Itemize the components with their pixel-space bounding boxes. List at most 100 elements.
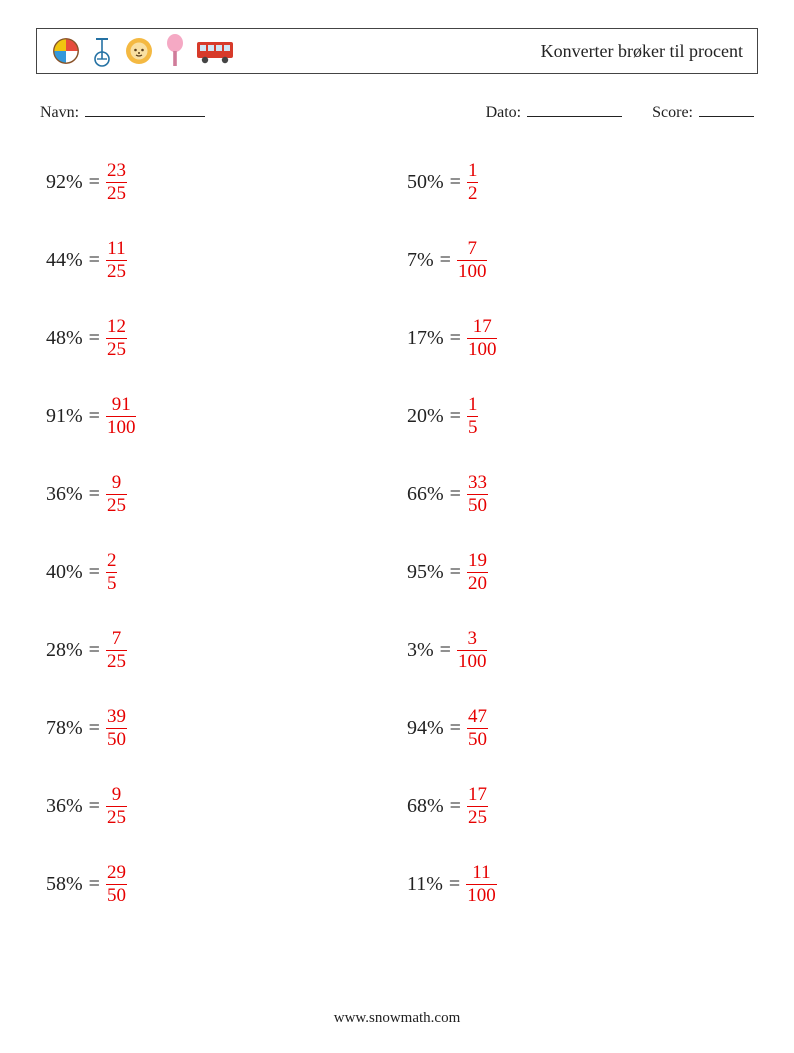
fraction-numerator: 19 (467, 551, 488, 571)
percent-value: 44% (46, 249, 83, 272)
fraction-numerator: 29 (106, 863, 127, 883)
equals-sign: = (450, 327, 461, 350)
fraction-denominator: 100 (467, 340, 498, 360)
fraction-answer: 12 (467, 161, 479, 204)
fraction-denominator: 2 (467, 184, 479, 204)
cotton-candy-icon (163, 33, 187, 69)
fraction-denominator: 25 (106, 184, 127, 204)
fraction-denominator: 100 (106, 418, 137, 438)
name-label: Navn: (40, 104, 79, 122)
date-label: Dato: (486, 104, 522, 122)
percent-value: 3% (407, 639, 434, 662)
percent-value: 66% (407, 483, 444, 506)
percent-value: 20% (407, 405, 444, 428)
fraction-denominator: 25 (106, 496, 127, 516)
date-blank[interactable] (527, 102, 622, 117)
fraction-numerator: 9 (111, 473, 123, 493)
fraction-denominator: 5 (467, 418, 479, 438)
problem: 36%=925 (46, 470, 397, 518)
percent-value: 58% (46, 873, 83, 896)
percent-value: 50% (407, 171, 444, 194)
fraction-numerator: 11 (106, 239, 126, 259)
percent-value: 40% (46, 561, 83, 584)
header-box: Konverter brøker til procent (36, 28, 758, 74)
problem: 91% = 91 100 (46, 392, 397, 440)
beach-ball-icon (51, 36, 81, 66)
equals-sign: = (89, 795, 100, 818)
percent-value: 94% (407, 717, 444, 740)
fraction-denominator: 25 (106, 262, 127, 282)
footer-url: www.snowmath.com (0, 1010, 794, 1027)
problems-grid: 92%=232550%=1244%=11257%=710048%=122517%… (36, 158, 758, 908)
equals-sign: = (440, 639, 451, 662)
problem: 28% = 725 (46, 626, 397, 674)
problem: 44%=1125 (46, 236, 397, 284)
problem: 78%=3950 (46, 704, 397, 752)
score-blank[interactable] (699, 102, 754, 117)
fraction-answer: 17100 (467, 317, 498, 360)
name-blank[interactable] (85, 102, 205, 117)
percent-value: 17% (407, 327, 444, 350)
fraction-numerator: 1 (467, 395, 479, 415)
fraction-answer: 3100 (457, 629, 488, 672)
fraction-numerator: 39 (106, 707, 127, 727)
fraction-denominator: 50 (467, 496, 488, 516)
percent-value: 11% (407, 873, 443, 896)
percent-value: 36% (46, 483, 83, 506)
problem: 17%=17100 (407, 314, 758, 362)
equals-sign: = (89, 327, 100, 350)
equals-sign: = (89, 639, 100, 662)
fraction-numerator: 17 (472, 317, 493, 337)
fraction-numerator: 17 (467, 785, 488, 805)
fraction-answer: 1725 (467, 785, 488, 828)
fraction-denominator: 25 (106, 340, 127, 360)
bus-icon (195, 36, 235, 66)
fraction-numerator: 9 (111, 785, 123, 805)
fraction-numerator: 11 (471, 863, 491, 883)
equals-sign: = (89, 171, 100, 194)
equals-sign: = (89, 249, 100, 272)
problem: 50%=12 (407, 158, 758, 206)
meta-line: Navn: Dato: Score: (36, 102, 758, 122)
equals-sign: = (89, 873, 100, 896)
problem: 94%=4750 (407, 704, 758, 752)
problem: 48% = 12 25 (46, 314, 397, 362)
equals-sign: = (89, 561, 100, 584)
equals-sign: = (89, 405, 100, 428)
equals-sign: = (89, 483, 100, 506)
fraction-answer: 1125 (106, 239, 127, 282)
fraction-numerator: 91 (111, 395, 132, 415)
percent-value: 48% (46, 327, 83, 350)
fraction-answer: 925 (106, 473, 127, 516)
fraction-numerator: 2 (106, 551, 118, 571)
fraction-answer: 3350 (467, 473, 488, 516)
equals-sign: = (89, 717, 100, 740)
fraction-denominator: 50 (106, 886, 127, 906)
problem: 40%=25 (46, 548, 397, 596)
problem: 66% = 3350 (407, 470, 758, 518)
header-icons (51, 33, 235, 69)
fraction-answer: 7100 (457, 239, 488, 282)
problem: 68%=1725 (407, 782, 758, 830)
fraction-numerator: 12 (106, 317, 127, 337)
equals-sign: = (450, 483, 461, 506)
fraction-numerator: 7 (466, 239, 478, 259)
fraction-answer: 4750 (467, 707, 488, 750)
equals-sign: = (450, 795, 461, 818)
problem: 20%=15 (407, 392, 758, 440)
fraction-denominator: 100 (457, 262, 488, 282)
fraction-denominator: 20 (467, 574, 488, 594)
equals-sign: = (450, 561, 461, 584)
percent-value: 95% (407, 561, 444, 584)
fraction-answer: 2950 (106, 863, 127, 906)
fraction-answer: 1920 (467, 551, 488, 594)
lion-icon (123, 35, 155, 67)
worksheet-title: Konverter brøker til procent (541, 41, 743, 62)
problem: 92%=2325 (46, 158, 397, 206)
fraction-answer: 725 (106, 629, 127, 672)
percent-value: 91% (46, 405, 83, 428)
percent-value: 28% (46, 639, 83, 662)
problem: 95%=1920 (407, 548, 758, 596)
fraction-denominator: 25 (467, 808, 488, 828)
fraction-answer: 3950 (106, 707, 127, 750)
